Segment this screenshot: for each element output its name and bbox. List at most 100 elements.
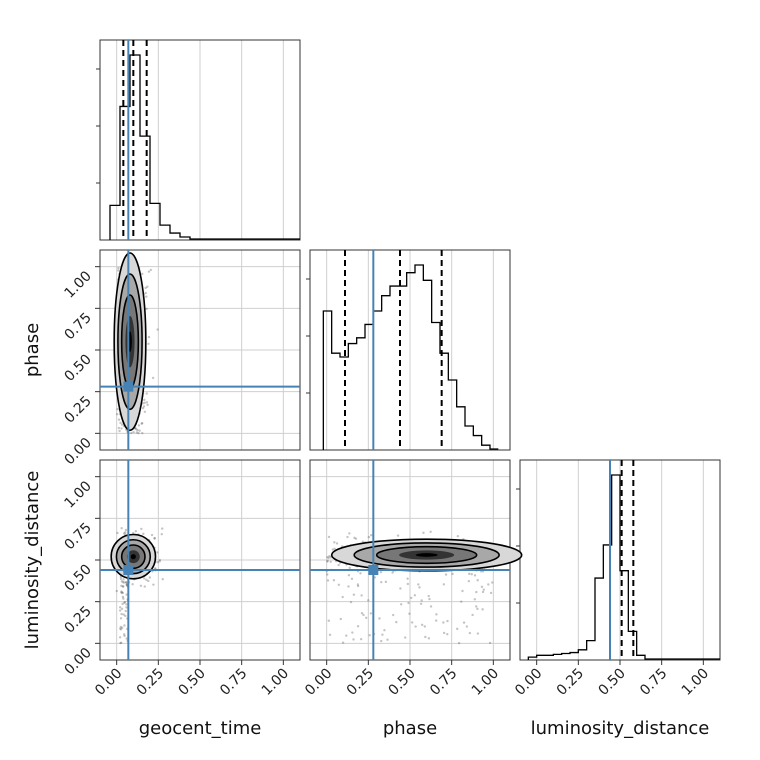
pair-geocent-time-vs-phase-point <box>146 285 149 288</box>
pair-phase-vs-luminosity-distance-point <box>361 540 365 543</box>
pair-geocent-time-vs-luminosity-distance-point <box>123 634 126 638</box>
pair-phase-vs-luminosity-distance-point <box>410 621 414 624</box>
pair-geocent-time-vs-luminosity-distance-xtick-label-2: 0.50 <box>175 666 208 699</box>
pair-phase-vs-luminosity-distance-point <box>370 534 373 537</box>
pair-phase-vs-luminosity-distance-point <box>442 631 446 635</box>
x-axis-label-phase: phase <box>383 718 437 739</box>
pair-geocent-time-vs-phase-point <box>137 431 140 435</box>
pair-phase-vs-luminosity-distance-point <box>380 639 383 643</box>
pair-geocent-time-vs-phase-point <box>117 266 120 270</box>
pair-phase-vs-luminosity-distance-point <box>461 589 464 593</box>
pair-phase-vs-luminosity-distance-point <box>427 637 431 640</box>
pair-phase-vs-luminosity-distance-point <box>468 631 472 635</box>
pair-geocent-time-vs-luminosity-distance-point <box>131 583 134 586</box>
pair-geocent-time-vs-luminosity-distance-point <box>148 576 151 579</box>
pair-geocent-time-vs-phase-ytick-label-3: 0.75 <box>61 310 94 343</box>
pair-geocent-time-vs-luminosity-distance-point <box>122 581 126 584</box>
pair-phase-vs-luminosity-distance-xtick-label-4: 1.00 <box>469 666 502 699</box>
pair-geocent-time-vs-phase-point <box>115 412 119 416</box>
pair-phase-vs-luminosity-distance-point <box>406 577 409 580</box>
pair-phase-vs-luminosity-distance-point <box>367 599 370 602</box>
pair-geocent-time-vs-phase-ytick-label-4: 1.00 <box>61 268 94 301</box>
pair-phase-vs-luminosity-distance-point <box>481 608 484 611</box>
pair-phase-vs-luminosity-distance-point <box>473 598 477 601</box>
hist-luminosity-distance-xtick-label-0: 0.00 <box>512 666 545 699</box>
pair-geocent-time-vs-phase-point <box>145 295 148 298</box>
pair-geocent-time-vs-phase-ytick-label-2: 0.50 <box>61 352 94 385</box>
pair-phase-vs-luminosity-distance-point <box>429 605 433 608</box>
pair-phase-vs-luminosity-distance-point <box>476 632 480 635</box>
pair-geocent-time-vs-phase-point <box>144 291 147 295</box>
pair-geocent-time-vs-phase-point <box>117 426 121 430</box>
pair-phase-vs-luminosity-distance-point <box>380 580 383 584</box>
pair-geocent-time-vs-luminosity-distance-point <box>118 636 122 639</box>
pair-geocent-time-vs-phase-point <box>142 405 146 408</box>
pair-phase-vs-luminosity-distance-point <box>327 556 330 560</box>
pair-phase-vs-luminosity-distance-point <box>476 607 479 611</box>
pair-phase-vs-luminosity-distance-point <box>391 613 395 617</box>
pair-phase-vs-luminosity-distance-point <box>419 602 423 606</box>
pair-geocent-time-vs-luminosity-distance-ytick-label-2: 0.50 <box>61 562 94 595</box>
pair-geocent-time-vs-phase-point <box>145 307 148 311</box>
pair-geocent-time-vs-phase-ytick-label-1: 0.25 <box>61 393 94 426</box>
pair-geocent-time-vs-luminosity-distance-xtick-label-1: 0.25 <box>134 666 167 699</box>
pair-phase-vs-luminosity-distance-point <box>351 631 354 634</box>
pair-phase-vs-luminosity-distance-point <box>341 595 344 599</box>
pair-phase-vs-luminosity-distance-point <box>381 633 384 636</box>
pair-phase-vs-luminosity-distance-point <box>471 613 474 617</box>
pair-geocent-time-vs-luminosity-distance-point <box>120 591 124 594</box>
pair-phase-vs-luminosity-distance-point <box>327 535 331 539</box>
pair-phase-vs-luminosity-distance-point <box>367 535 371 539</box>
pair-geocent-time-vs-luminosity-distance-point <box>134 530 138 533</box>
pair-geocent-time-vs-luminosity-distance-point <box>123 601 126 604</box>
pair-phase-vs-luminosity-distance-xtick-label-0: 0.00 <box>302 666 335 699</box>
pair-geocent-time-vs-luminosity-distance-point <box>125 637 128 640</box>
pair-geocent-time-vs-phase-point <box>138 429 141 432</box>
pair-phase-vs-luminosity-distance-point <box>414 625 417 628</box>
pair-phase-vs-luminosity-distance-point <box>328 633 332 637</box>
pair-phase-vs-luminosity-distance-point <box>474 605 478 608</box>
pair-phase-vs-luminosity-distance-point <box>335 542 339 545</box>
pair-geocent-time-vs-phase-point <box>119 421 122 425</box>
pair-phase-vs-luminosity-distance-point <box>428 597 431 601</box>
pair-geocent-time-vs-luminosity-distance-point <box>123 624 126 627</box>
pair-geocent-time-vs-phase-point <box>143 398 146 402</box>
pair-phase-vs-luminosity-distance-point <box>408 612 411 615</box>
pair-geocent-time-vs-luminosity-distance-point <box>160 532 163 536</box>
pair-geocent-time-vs-luminosity-distance-point <box>132 531 135 535</box>
pair-phase-vs-luminosity-distance-contour-4 <box>415 553 438 557</box>
pair-phase-vs-luminosity-distance-point <box>407 601 410 605</box>
pair-phase-vs-luminosity-distance-point <box>467 579 471 583</box>
pair-phase-vs-luminosity-distance-point <box>333 541 336 544</box>
pair-geocent-time-vs-luminosity-distance-point <box>122 585 125 588</box>
pair-geocent-time-vs-luminosity-distance-point <box>121 626 124 629</box>
pair-phase-vs-luminosity-distance-point <box>326 579 330 582</box>
pair-phase-vs-luminosity-distance-point <box>337 583 341 586</box>
pair-phase-vs-luminosity-distance-point <box>396 534 400 537</box>
pair-geocent-time-vs-luminosity-distance-point <box>123 600 127 604</box>
pair-geocent-time-vs-phase-point <box>149 268 153 272</box>
pair-geocent-time-vs-phase-point <box>130 431 133 435</box>
pair-phase-vs-luminosity-distance-point <box>491 581 494 584</box>
pair-geocent-time-vs-phase-point <box>143 410 147 413</box>
pair-phase-vs-luminosity-distance-point <box>353 536 356 540</box>
pair-geocent-time-vs-luminosity-distance-point <box>142 532 145 536</box>
pair-phase-vs-luminosity-distance-point <box>487 583 490 586</box>
pair-phase-vs-luminosity-distance-point <box>360 594 363 597</box>
pair-phase-vs-luminosity-distance-point <box>350 577 354 581</box>
pair-geocent-time-vs-luminosity-distance-point <box>140 527 143 531</box>
pair-phase-vs-luminosity-distance-point <box>326 560 329 563</box>
pair-geocent-time-vs-luminosity-distance-point <box>145 578 148 581</box>
pair-geocent-time-vs-luminosity-distance-point <box>120 607 124 611</box>
pair-phase-vs-luminosity-distance-point <box>327 619 331 622</box>
pair-geocent-time-vs-luminosity-distance-point <box>153 537 156 540</box>
x-axis-label-luminosity-distance: luminosity_distance <box>531 718 710 739</box>
pair-phase-vs-luminosity-distance-point <box>362 613 365 617</box>
pair-geocent-time-vs-luminosity-distance-ytick-label-4: 1.00 <box>61 478 94 511</box>
pair-phase-vs-luminosity-distance-point <box>488 641 492 645</box>
pair-geocent-time-vs-luminosity-distance-point <box>120 590 123 593</box>
hist-luminosity-distance-xtick-label-4: 1.00 <box>679 666 712 699</box>
pair-geocent-time-vs-phase-point <box>145 401 149 404</box>
pair-geocent-time-vs-luminosity-distance-point <box>120 612 123 616</box>
pair-geocent-time-vs-luminosity-distance-point <box>154 567 157 570</box>
